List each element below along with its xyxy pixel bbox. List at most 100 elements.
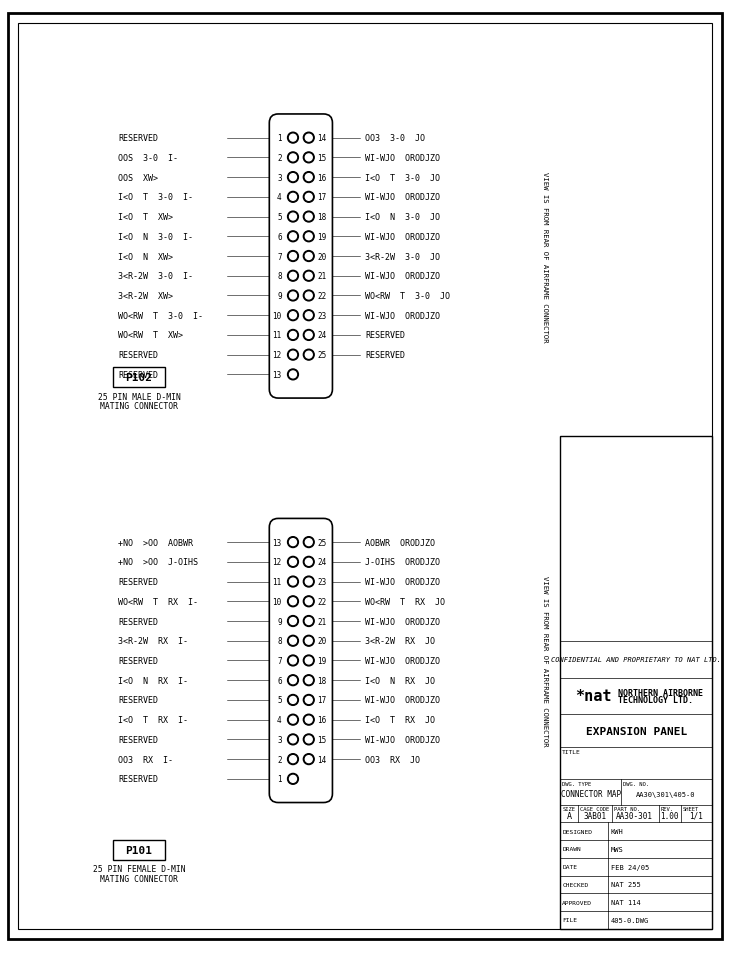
Text: 405-0.DWG: 405-0.DWG: [610, 917, 649, 923]
Text: 25 PIN FEMALE D-MIN: 25 PIN FEMALE D-MIN: [92, 864, 186, 873]
Text: I<O  N  XW>: I<O N XW>: [118, 253, 173, 261]
Text: 17: 17: [317, 696, 326, 704]
Circle shape: [289, 313, 297, 319]
Circle shape: [303, 152, 314, 164]
Circle shape: [289, 273, 297, 280]
Text: 3: 3: [277, 173, 282, 182]
Circle shape: [288, 133, 298, 144]
Circle shape: [288, 172, 298, 183]
Text: 19: 19: [317, 657, 326, 665]
Circle shape: [289, 558, 297, 566]
Circle shape: [303, 252, 314, 262]
Text: 7: 7: [277, 253, 282, 261]
Text: *nat: *nat: [575, 689, 612, 703]
Circle shape: [306, 293, 312, 299]
Text: WI-WJO  ORODJZO: WI-WJO ORODJZO: [365, 617, 440, 626]
Circle shape: [306, 213, 312, 221]
Circle shape: [288, 193, 298, 203]
Circle shape: [303, 172, 314, 183]
Text: 16: 16: [317, 173, 326, 182]
Circle shape: [288, 232, 298, 242]
Circle shape: [288, 675, 298, 686]
Text: 23: 23: [317, 578, 326, 586]
Text: RESERVED: RESERVED: [118, 617, 158, 626]
Circle shape: [289, 736, 297, 743]
Circle shape: [289, 233, 297, 240]
Circle shape: [288, 636, 298, 646]
Circle shape: [303, 271, 314, 282]
Text: A: A: [567, 811, 572, 820]
Circle shape: [289, 154, 297, 162]
Text: 3<R-2W  RX  JO: 3<R-2W RX JO: [365, 637, 435, 645]
Text: P102: P102: [126, 373, 152, 383]
Text: WI-WJO  ORODJZO: WI-WJO ORODJZO: [365, 193, 440, 202]
Text: OO3  3-0  JO: OO3 3-0 JO: [365, 134, 425, 143]
Text: 13: 13: [272, 371, 282, 379]
Circle shape: [289, 174, 297, 181]
Circle shape: [288, 252, 298, 262]
Text: 21: 21: [317, 272, 326, 281]
Circle shape: [288, 537, 298, 548]
Text: 12: 12: [272, 558, 282, 567]
Text: 9: 9: [277, 617, 282, 626]
Text: 2: 2: [277, 153, 282, 163]
Text: SHEET: SHEET: [682, 806, 699, 812]
Text: EXPANSION PANEL: EXPANSION PANEL: [585, 726, 687, 736]
Text: I<O  T  RX  I-: I<O T RX I-: [118, 716, 189, 724]
Text: RESERVED: RESERVED: [365, 331, 405, 340]
Text: 10: 10: [272, 312, 282, 320]
Circle shape: [306, 578, 312, 585]
Circle shape: [303, 597, 314, 607]
Circle shape: [306, 598, 312, 605]
FancyBboxPatch shape: [560, 436, 712, 929]
Text: OOS  3-0  I-: OOS 3-0 I-: [118, 153, 178, 163]
Text: 2: 2: [277, 755, 282, 763]
Circle shape: [306, 618, 312, 625]
Text: 1.00: 1.00: [661, 811, 679, 820]
Text: DWG. NO.: DWG. NO.: [624, 781, 650, 786]
Text: RESERVED: RESERVED: [365, 351, 405, 360]
Circle shape: [306, 697, 312, 703]
Text: DRAWN: DRAWN: [562, 846, 581, 851]
Text: WO<RW  T  3-0  JO: WO<RW T 3-0 JO: [365, 292, 450, 300]
Text: I<O  T  XW>: I<O T XW>: [118, 213, 173, 222]
Text: 18: 18: [317, 213, 326, 222]
FancyBboxPatch shape: [269, 518, 332, 802]
Text: DESIGNED: DESIGNED: [562, 829, 592, 834]
Circle shape: [288, 212, 298, 223]
Circle shape: [289, 135, 297, 142]
Text: 6: 6: [277, 233, 282, 241]
Text: 3<R-2W  RX  I-: 3<R-2W RX I-: [118, 637, 189, 645]
Text: 5: 5: [277, 696, 282, 704]
Circle shape: [306, 333, 312, 339]
Text: MWS: MWS: [610, 846, 623, 852]
Text: DWG. TYPE: DWG. TYPE: [562, 781, 591, 786]
Text: 4: 4: [277, 716, 282, 724]
Text: I<O  T  3-0  I-: I<O T 3-0 I-: [118, 193, 193, 202]
Text: OO3  RX  JO: OO3 RX JO: [365, 755, 420, 763]
Text: RESERVED: RESERVED: [118, 735, 158, 744]
Text: 3<R-2W  XW>: 3<R-2W XW>: [118, 292, 173, 300]
Circle shape: [303, 754, 314, 764]
Circle shape: [306, 154, 312, 162]
Text: 14: 14: [317, 755, 326, 763]
Text: REV.: REV.: [661, 806, 674, 812]
Circle shape: [288, 291, 298, 301]
Text: +NO  >OO  J-OIHS: +NO >OO J-OIHS: [118, 558, 198, 567]
Circle shape: [306, 658, 312, 664]
Text: 19: 19: [317, 233, 326, 241]
Text: RESERVED: RESERVED: [118, 578, 158, 586]
Text: P101: P101: [126, 845, 152, 855]
Text: +NO  >OO  AOBWR: +NO >OO AOBWR: [118, 538, 193, 547]
Circle shape: [288, 695, 298, 705]
Circle shape: [303, 734, 314, 745]
Text: 11: 11: [272, 331, 282, 340]
Circle shape: [288, 734, 298, 745]
Text: RESERVED: RESERVED: [118, 657, 158, 665]
Text: WO<RW  T  XW>: WO<RW T XW>: [118, 331, 184, 340]
Text: OOS  XW>: OOS XW>: [118, 173, 158, 182]
Text: CHECKED: CHECKED: [562, 882, 588, 887]
Circle shape: [288, 311, 298, 321]
Text: RESERVED: RESERVED: [118, 775, 158, 783]
Circle shape: [289, 598, 297, 605]
